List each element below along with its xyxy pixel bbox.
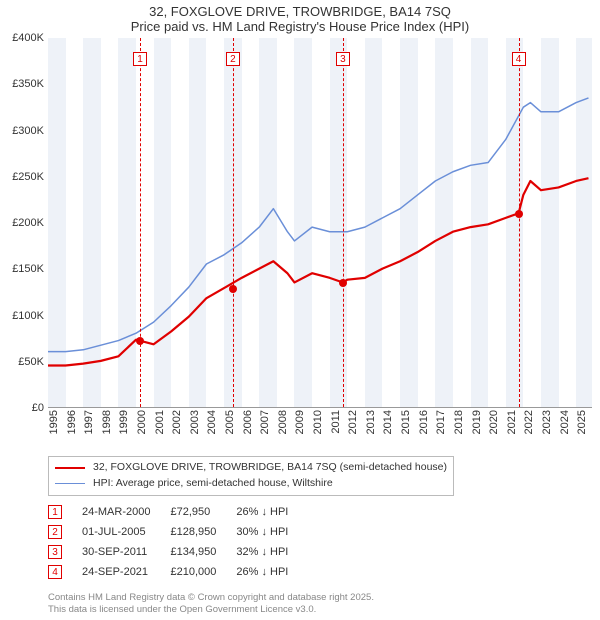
y-tick-label: £250K xyxy=(12,171,44,183)
footer: Contains HM Land Registry data © Crown c… xyxy=(48,592,592,618)
x-tick-label: 2023 xyxy=(541,410,553,434)
events-table: 124-MAR-2000£72,95026% ↓ HPI201-JUL-2005… xyxy=(48,502,308,582)
event-marker: 4 xyxy=(512,52,526,66)
legend-label: 32, FOXGLOVE DRIVE, TROWBRIDGE, BA14 7SQ… xyxy=(93,460,447,476)
event-line xyxy=(343,38,344,407)
table-cell-delta: 30% ↓ HPI xyxy=(236,522,308,542)
table-row: 3 30-SEP-2011£134,95032% ↓ HPI xyxy=(48,542,308,562)
y-tick-label: £0 xyxy=(32,402,44,414)
x-axis: 1995 1996 1997 1998 1999 2000 2001 2002 2003 2004… xyxy=(48,408,592,450)
x-tick-label: 2013 xyxy=(365,410,377,434)
x-tick-label: 2002 xyxy=(171,410,183,434)
y-tick-label: £50K xyxy=(18,356,44,368)
footer-line-1: Contains HM Land Registry data © Crown c… xyxy=(48,592,592,605)
plot-area: 1 2 3 4 xyxy=(48,38,592,408)
x-tick-label: 2010 xyxy=(312,410,324,434)
x-tick-label: 2014 xyxy=(382,410,394,434)
table-cell-delta: 26% ↓ HPI xyxy=(236,502,308,522)
x-tick-label: 2019 xyxy=(471,410,483,434)
event-line xyxy=(140,38,141,407)
event-marker: 3 xyxy=(336,52,350,66)
table-cell-marker: 3 xyxy=(48,542,82,562)
footer-line-2: This data is licensed under the Open Gov… xyxy=(48,604,592,617)
y-axis: £0£50K£100K£150K£200K£250K£300K£350K£400… xyxy=(0,38,48,408)
table-cell-price: £72,950 xyxy=(170,502,236,522)
x-tick-label: 2011 xyxy=(330,410,342,434)
x-tick-label: 2009 xyxy=(294,410,306,434)
table-cell-delta: 26% ↓ HPI xyxy=(236,562,308,582)
x-tick-label: 2021 xyxy=(506,410,518,434)
table-row: 4 24-SEP-2021£210,00026% ↓ HPI xyxy=(48,562,308,582)
y-tick-label: £150K xyxy=(12,263,44,275)
event-dot xyxy=(515,210,523,218)
table-cell-date: 24-MAR-2000 xyxy=(82,502,170,522)
x-tick-label: 2015 xyxy=(400,410,412,434)
x-tick-label: 2006 xyxy=(242,410,254,434)
table-cell-marker: 4 xyxy=(48,562,82,582)
table-cell-price: £128,950 xyxy=(170,522,236,542)
table-cell-delta: 32% ↓ HPI xyxy=(236,542,308,562)
x-tick-label: 2001 xyxy=(154,410,166,434)
x-tick-label: 2008 xyxy=(277,410,289,434)
table-cell-price: £210,000 xyxy=(170,562,236,582)
event-line xyxy=(519,38,520,407)
legend-row: 32, FOXGLOVE DRIVE, TROWBRIDGE, BA14 7SQ… xyxy=(55,460,447,476)
y-tick-label: £200K xyxy=(12,217,44,229)
x-tick-label: 1997 xyxy=(83,410,95,434)
table-cell-price: £134,950 xyxy=(170,542,236,562)
table-cell-marker: 1 xyxy=(48,502,82,522)
plot-svg xyxy=(48,38,592,407)
table-cell-date: 24-SEP-2021 xyxy=(82,562,170,582)
event-line xyxy=(233,38,234,407)
table-cell-date: 01-JUL-2005 xyxy=(82,522,170,542)
x-tick-label: 2004 xyxy=(206,410,218,434)
x-tick-label: 2000 xyxy=(136,410,148,434)
y-tick-label: £400K xyxy=(12,32,44,44)
event-marker: 2 xyxy=(226,52,240,66)
y-tick-label: £300K xyxy=(12,125,44,137)
y-tick-label: £350K xyxy=(12,78,44,90)
legend-label: HPI: Average price, semi-detached house,… xyxy=(93,476,333,492)
event-index-icon: 4 xyxy=(48,565,62,579)
x-tick-label: 2007 xyxy=(259,410,271,434)
x-tick-label: 1996 xyxy=(66,410,78,434)
y-tick-label: £100K xyxy=(12,310,44,322)
event-dot xyxy=(339,279,347,287)
x-tick-label: 2005 xyxy=(224,410,236,434)
x-tick-label: 2020 xyxy=(488,410,500,434)
x-tick-label: 2025 xyxy=(576,410,588,434)
title-line-1: 32, FOXGLOVE DRIVE, TROWBRIDGE, BA14 7SQ xyxy=(0,4,600,19)
x-tick-label: 2016 xyxy=(418,410,430,434)
event-dot xyxy=(136,337,144,345)
table-row: 2 01-JUL-2005£128,95030% ↓ HPI xyxy=(48,522,308,542)
event-dot xyxy=(229,285,237,293)
event-index-icon: 2 xyxy=(48,525,62,539)
title-line-2: Price paid vs. HM Land Registry's House … xyxy=(0,19,600,34)
x-tick-label: 2017 xyxy=(435,410,447,434)
x-tick-label: 1999 xyxy=(118,410,130,434)
table-cell-date: 30-SEP-2011 xyxy=(82,542,170,562)
x-tick-label: 1995 xyxy=(48,410,60,434)
event-marker: 1 xyxy=(133,52,147,66)
legend-row: HPI: Average price, semi-detached house,… xyxy=(55,476,447,492)
x-tick-label: 2024 xyxy=(559,410,571,434)
x-tick-label: 2012 xyxy=(347,410,359,434)
table-row: 1 24-MAR-2000£72,95026% ↓ HPI xyxy=(48,502,308,522)
chart-area: £0£50K£100K£150K£200K£250K£300K£350K£400… xyxy=(48,38,592,408)
chart-title: 32, FOXGLOVE DRIVE, TROWBRIDGE, BA14 7SQ… xyxy=(0,0,600,36)
x-tick-label: 2018 xyxy=(453,410,465,434)
event-index-icon: 3 xyxy=(48,545,62,559)
legend-swatch xyxy=(55,467,85,469)
x-tick-label: 2003 xyxy=(189,410,201,434)
table-cell-marker: 2 xyxy=(48,522,82,542)
event-index-icon: 1 xyxy=(48,505,62,519)
legend-swatch xyxy=(55,483,85,484)
legend: 32, FOXGLOVE DRIVE, TROWBRIDGE, BA14 7SQ… xyxy=(48,456,454,496)
x-tick-label: 2022 xyxy=(523,410,535,434)
x-tick-label: 1998 xyxy=(101,410,113,434)
